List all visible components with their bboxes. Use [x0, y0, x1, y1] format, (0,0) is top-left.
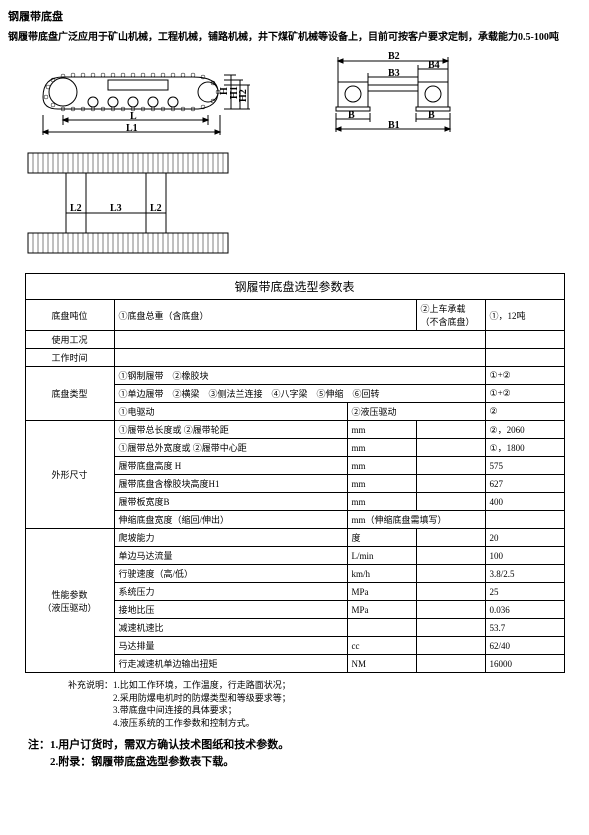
side-view-diagram: L L1 H H1 H2	[18, 47, 258, 137]
supplement-label: 补充说明：	[68, 680, 113, 690]
svg-text:B: B	[428, 110, 435, 121]
page-title: 钢履带底盘	[8, 8, 581, 24]
svg-text:B4: B4	[428, 60, 440, 71]
notes-block: 注：1.用户订货时，需双方确认技术图纸和技术参数。 注：2.附录：钢履带底盘选型…	[28, 737, 581, 770]
svg-text:B2: B2	[388, 51, 400, 62]
supplement-block: 补充说明：1.比如工作环境，工作温度，行走路面状况； 补充说明：2.采用防爆电机…	[68, 679, 581, 729]
intro-text: 钢履带底盘广泛应用于矿山机械，工程机械，铺路机械，井下煤矿机械等设备上，目前可按…	[8, 28, 581, 43]
svg-text:H2: H2	[238, 89, 249, 102]
note-line: 2.附录：钢履带底盘选型参数表下载。	[50, 756, 234, 768]
svg-text:B1: B1	[388, 120, 400, 131]
note-line: 1.用户订货时，需双方确认技术图纸和技术参数。	[50, 739, 289, 751]
table-row: 底盘类型①钢制履带 ②橡胶块①+②	[25, 367, 564, 385]
supplement-line: 2.采用防爆电机时的防爆类型和等级要求等；	[113, 693, 291, 703]
front-view-diagram: B2 B4 B3 B B B1	[318, 47, 468, 137]
table-row: 工作时间	[25, 349, 564, 367]
svg-text:L3: L3	[110, 203, 122, 214]
svg-text:B3: B3	[388, 68, 400, 79]
svg-text:L2: L2	[150, 203, 162, 214]
supplement-line: 1.比如工作环境，工作温度，行走路面状况；	[113, 680, 291, 690]
parameter-table: 钢履带底盘选型参数表 底盘吨位①底盘总重（含底盘）②上车承载（不含底盘）①，12…	[25, 273, 565, 673]
table-row: 使用工况	[25, 331, 564, 349]
svg-text:L2: L2	[70, 203, 82, 214]
svg-text:B: B	[348, 110, 355, 121]
notes-label: 注：	[28, 739, 50, 751]
table-row: 底盘吨位①底盘总重（含底盘）②上车承载（不含底盘）①，12吨	[25, 300, 564, 331]
top-view-diagram: L2 L3 L2	[18, 143, 238, 263]
table-row: 性能参数 （液压驱动）爬坡能力度20	[25, 529, 564, 547]
supplement-line: 3.带底盘中间连接的具体要求；	[113, 705, 237, 715]
supplement-line: 4.液压系统的工作参数和控制方式。	[113, 718, 255, 728]
diagram-block: L L1 H H1 H2	[8, 47, 581, 263]
svg-text:L: L	[130, 111, 137, 122]
svg-text:L1: L1	[126, 123, 138, 134]
table-title: 钢履带底盘选型参数表	[25, 274, 564, 300]
table-row: 外形尺寸①履带总长度或 ②履带轮距mm②，2060	[25, 421, 564, 439]
